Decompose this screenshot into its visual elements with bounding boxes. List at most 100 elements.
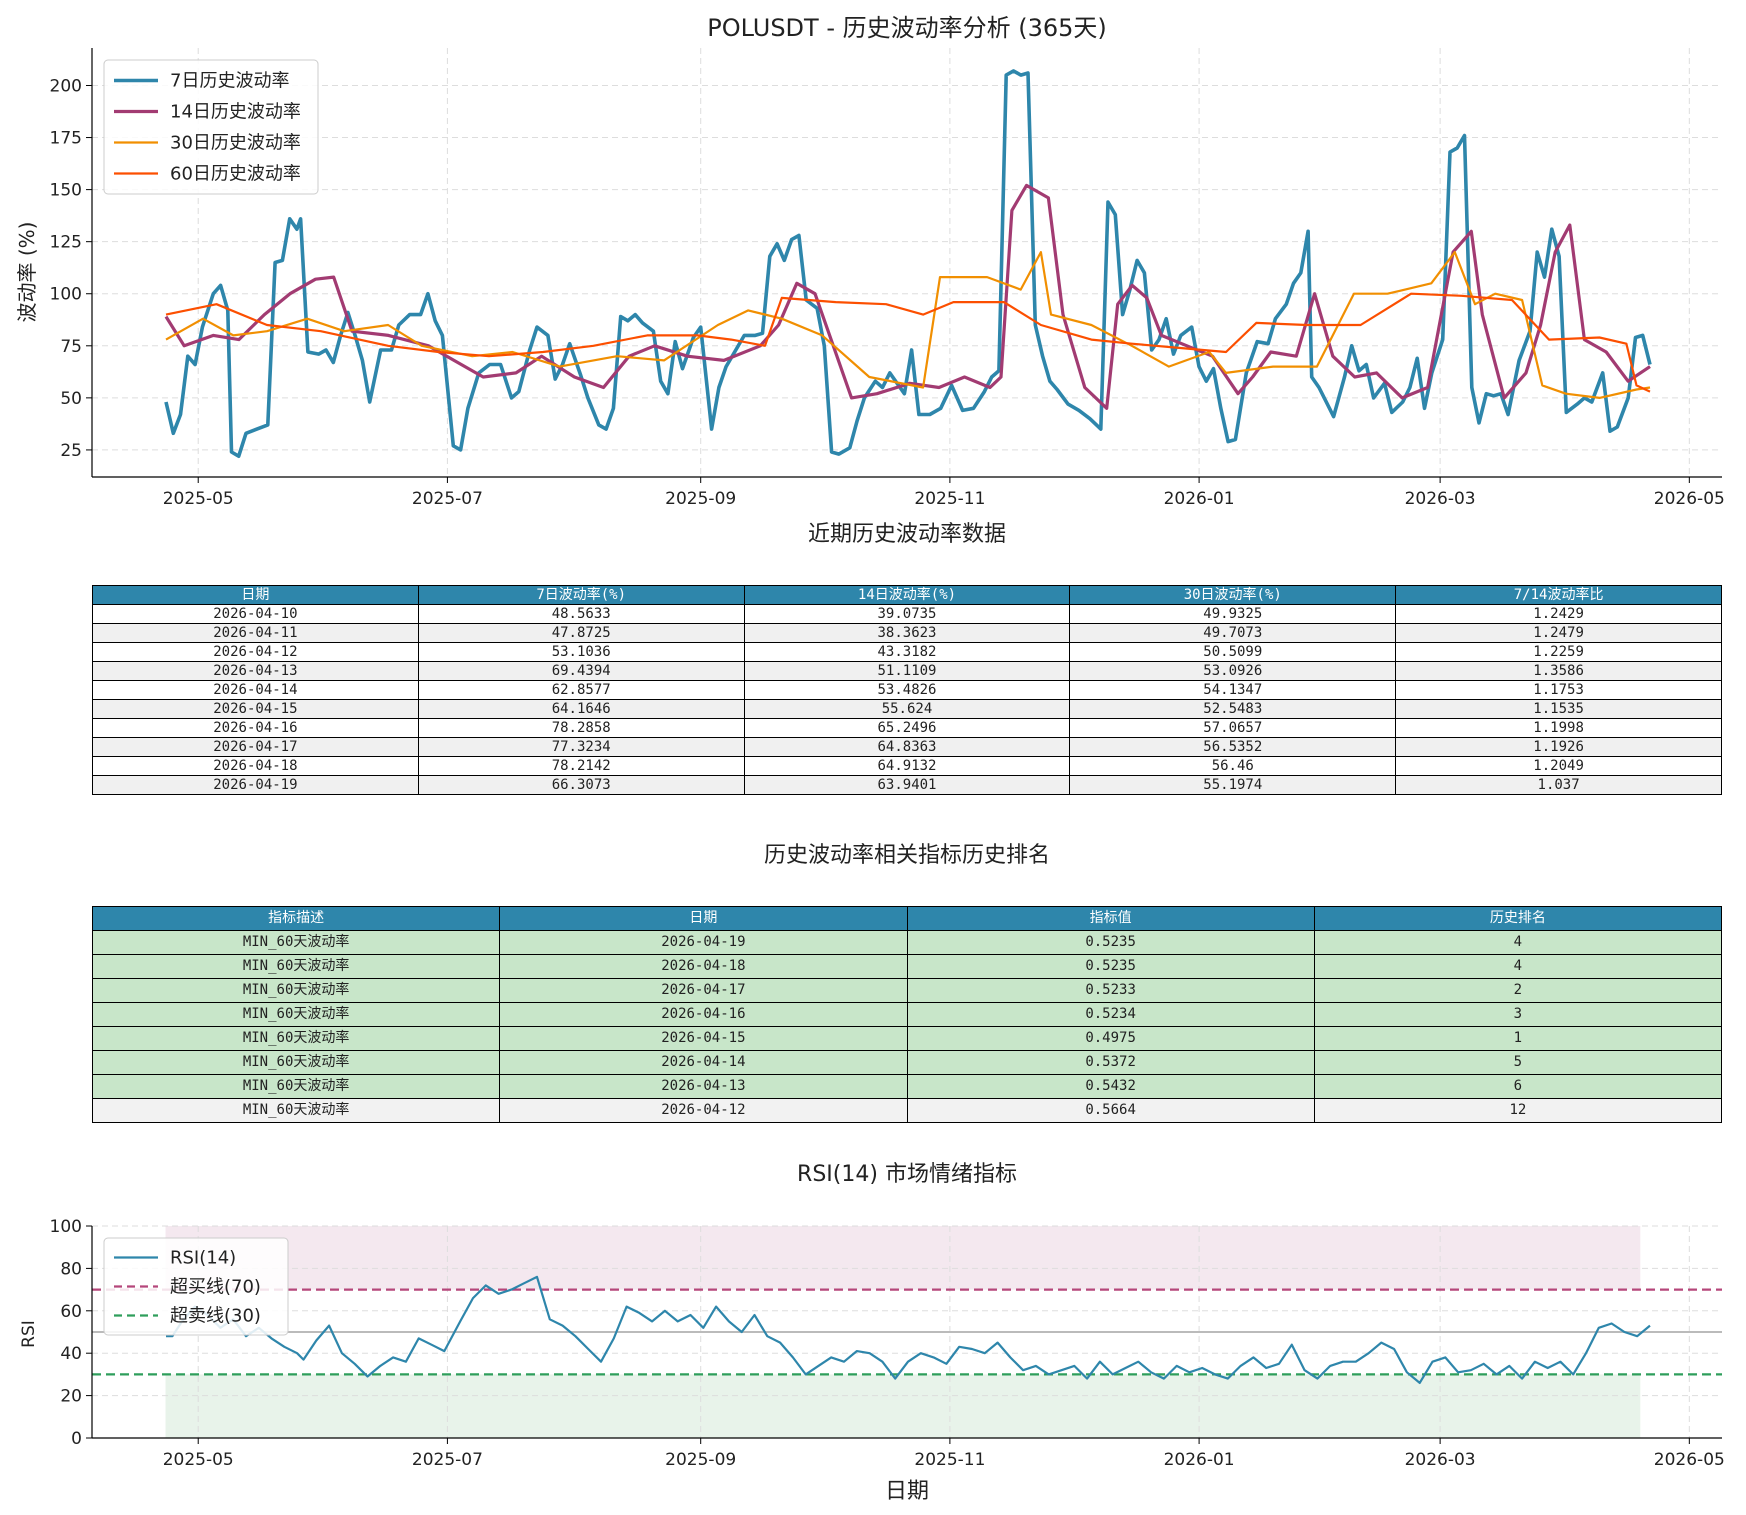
table-cell: 38.3623 bbox=[743, 623, 1071, 643]
table-row: MIN_60天波动率 2026-04-15 0.4975 1 bbox=[91, 1026, 1723, 1051]
rsi-chart: RSI(14) 市场情绪指标 RSI 日期 0 20 40 60 80 100 2025-0… bbox=[19, 1162, 1725, 1504]
series-line bbox=[164, 69, 1652, 459]
table-cell: 0.4975 bbox=[906, 1026, 1315, 1051]
recent-table-title: 近期历史波动率数据 bbox=[808, 522, 1006, 547]
table-row: 2026-04-15 64.1646 55.624 52.5483 1.1535 bbox=[92, 699, 1722, 719]
table-cell: 55.624 bbox=[743, 699, 1071, 719]
legend-label: 60日历史波动率 bbox=[170, 164, 301, 185]
x-tick-label: 2026-01 bbox=[1164, 1450, 1235, 1470]
table-row: MIN_60天波动率 2026-04-12 0.5664 12 bbox=[91, 1098, 1723, 1123]
table-cell: MIN_60天波动率 bbox=[91, 930, 501, 955]
volatility-y-axis-label: 波动率 (%) bbox=[15, 222, 39, 323]
y-tick-label: 40 bbox=[60, 1344, 82, 1364]
table-cell: 0.5233 bbox=[906, 978, 1315, 1003]
legend-box bbox=[103, 1237, 289, 1336]
rsi-zone-band bbox=[165, 1226, 1641, 1290]
history-rank-table: 指标描述 日期 指标值 历史排名 MIN_60天波动率 2026-04-19 0.5… bbox=[91, 906, 1723, 1123]
table-row: MIN_60天波动率 2026-04-14 0.5372 5 bbox=[91, 1050, 1723, 1075]
y-tick-label: 175 bbox=[50, 129, 82, 149]
volatility-series-group bbox=[164, 69, 1652, 459]
table-cell: 1.3586 bbox=[1395, 661, 1722, 681]
table-cell: 54.1347 bbox=[1069, 680, 1397, 700]
x-tick-label: 2026-03 bbox=[1405, 489, 1476, 509]
x-tick-label: 2025-11 bbox=[914, 1450, 985, 1470]
table-cell: 47.8725 bbox=[417, 623, 745, 643]
table-cell: 64.9132 bbox=[743, 756, 1071, 776]
column-header: 指标描述 bbox=[91, 906, 501, 931]
legend-label: RSI(14) bbox=[170, 1248, 236, 1269]
x-tick-label: 2026-01 bbox=[1164, 489, 1235, 509]
rsi-zone-band bbox=[165, 1374, 1641, 1438]
x-tick-label: 2025-07 bbox=[412, 489, 483, 509]
table-cell: 56.5352 bbox=[1069, 737, 1397, 757]
y-tick-label: 75 bbox=[60, 337, 82, 357]
table-cell: MIN_60天波动率 bbox=[91, 1098, 501, 1123]
table-cell: 2026-04-19 bbox=[92, 775, 419, 795]
table-cell: 0.5664 bbox=[906, 1098, 1315, 1123]
x-tick-label: 2026-05 bbox=[1654, 489, 1725, 509]
legend-label: 超卖线(30) bbox=[170, 1306, 261, 1327]
legend-label: 14日历史波动率 bbox=[170, 102, 301, 123]
table-row: 2026-04-10 48.5633 39.0735 49.9325 1.2429 bbox=[92, 604, 1722, 624]
table-cell: 52.5483 bbox=[1069, 699, 1397, 719]
table-cell: 69.4394 bbox=[417, 661, 745, 681]
table-row: 2026-04-18 78.2142 64.9132 56.46 1.2049 bbox=[92, 756, 1722, 776]
volatility-chart: POLUSDT - 历史波动率分析 (365天) 波动率 (%) 25 50 75 1… bbox=[15, 14, 1725, 509]
y-tick-label: 20 bbox=[60, 1387, 82, 1407]
y-tick-label: 100 bbox=[50, 285, 82, 305]
table-row: MIN_60天波动率 2026-04-19 0.5235 4 bbox=[91, 930, 1723, 955]
table-cell: 66.3073 bbox=[417, 775, 745, 795]
table-cell: 0.5235 bbox=[906, 930, 1315, 955]
table-row: MIN_60天波动率 2026-04-18 0.5235 4 bbox=[91, 954, 1723, 979]
table-cell: 1.037 bbox=[1395, 775, 1722, 795]
series-line bbox=[164, 183, 1651, 410]
column-header: 7/14波动率比 bbox=[1395, 585, 1722, 605]
x-tick-label: 2025-09 bbox=[665, 489, 736, 509]
table-cell: 48.5633 bbox=[417, 604, 745, 624]
table-cell: 78.2142 bbox=[417, 756, 745, 776]
table-row: 2026-04-14 62.8577 53.4826 54.1347 1.1753 bbox=[92, 680, 1722, 700]
table-cell: MIN_60天波动率 bbox=[91, 954, 501, 979]
table-row: 2026-04-19 66.3073 63.9401 55.1974 1.037 bbox=[92, 775, 1722, 795]
table-cell: 4 bbox=[1313, 954, 1723, 979]
y-tick-label: 125 bbox=[50, 233, 82, 253]
legend-label: 7日历史波动率 bbox=[170, 71, 289, 92]
table-cell: 1.2479 bbox=[1395, 623, 1722, 643]
legend-box bbox=[103, 59, 319, 195]
table-cell: 2026-04-11 bbox=[92, 623, 419, 643]
table-cell: 2026-04-10 bbox=[92, 604, 419, 624]
volatility-chart-title: POLUSDT - 历史波动率分析 (365天) bbox=[707, 14, 1107, 42]
table-cell: 51.1109 bbox=[743, 661, 1071, 681]
table-cell: 2026-04-13 bbox=[499, 1074, 908, 1099]
table-cell: 2026-04-19 bbox=[499, 930, 908, 955]
table-cell: 1.1998 bbox=[1395, 718, 1722, 738]
y-tick-label: 80 bbox=[60, 1259, 82, 1279]
series-line bbox=[165, 251, 1651, 399]
column-header: 日期 bbox=[499, 906, 908, 931]
table-header-row: 指标描述 日期 指标值 历史排名 bbox=[91, 906, 1723, 931]
table-row: 2026-04-16 78.2858 65.2496 57.0657 1.1998 bbox=[92, 718, 1722, 738]
table-cell: 1.2049 bbox=[1395, 756, 1722, 776]
table-row: 2026-04-12 53.1036 43.3182 50.5099 1.2259 bbox=[92, 642, 1722, 662]
table-cell: 1.1753 bbox=[1395, 680, 1722, 700]
x-tick-label: 2025-07 bbox=[412, 1450, 483, 1470]
table-cell: 2026-04-15 bbox=[499, 1026, 908, 1051]
table-cell: 4 bbox=[1313, 930, 1723, 955]
table-cell: 2026-04-12 bbox=[92, 642, 419, 662]
table-cell: MIN_60天波动率 bbox=[91, 1074, 501, 1099]
table-cell: 56.46 bbox=[1069, 756, 1397, 776]
table-cell: MIN_60天波动率 bbox=[91, 1026, 501, 1051]
table-cell: 63.9401 bbox=[743, 775, 1071, 795]
table-cell: 0.5372 bbox=[906, 1050, 1315, 1075]
table-row: 2026-04-13 69.4394 51.1109 53.0926 1.3586 bbox=[92, 661, 1722, 681]
table-cell: 5 bbox=[1313, 1050, 1723, 1075]
table-cell: MIN_60天波动率 bbox=[91, 1050, 501, 1075]
volatility-grid bbox=[92, 48, 1722, 477]
y-tick-label: 25 bbox=[60, 441, 82, 461]
table-cell: 6 bbox=[1313, 1074, 1723, 1099]
x-tick-label: 2026-03 bbox=[1405, 1450, 1476, 1470]
table-cell: 0.5234 bbox=[906, 1002, 1315, 1027]
x-tick-label: 2025-09 bbox=[665, 1450, 736, 1470]
table-cell: 1.1926 bbox=[1395, 737, 1722, 757]
